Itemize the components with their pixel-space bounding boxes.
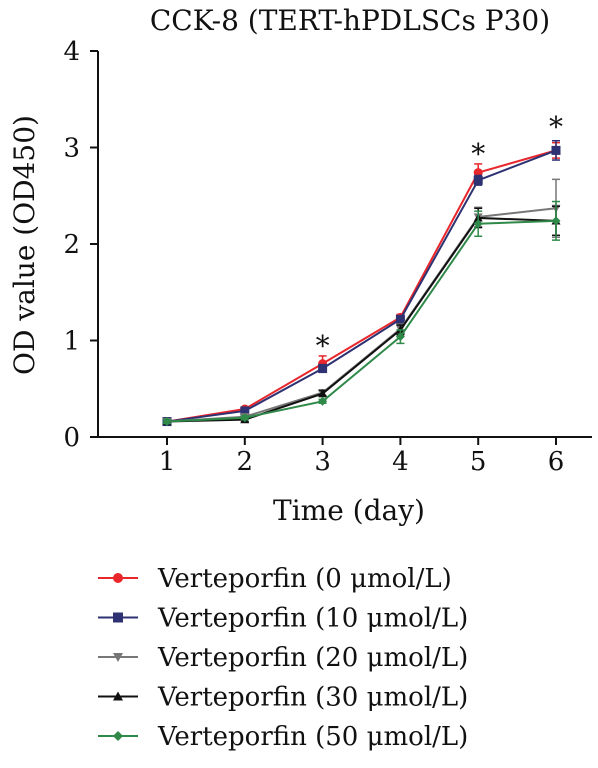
data-point bbox=[318, 363, 328, 373]
x-tick-label: 6 bbox=[548, 447, 565, 477]
data-point bbox=[551, 145, 561, 155]
data-point bbox=[113, 731, 123, 741]
x-tick-label: 4 bbox=[392, 447, 409, 477]
series-line bbox=[166, 207, 557, 423]
data-point bbox=[113, 691, 123, 701]
y-axis-label: OD value (OD450) bbox=[8, 115, 41, 375]
series-4 bbox=[162, 205, 561, 426]
y-tick-label: 3 bbox=[63, 134, 80, 164]
significance-marker: * bbox=[316, 330, 330, 363]
y-tick-label: 2 bbox=[63, 230, 80, 260]
series-line bbox=[166, 219, 557, 423]
x-tick-label: 5 bbox=[470, 447, 487, 477]
legend-item: Verteporfin (10 μmol/L) bbox=[98, 604, 468, 634]
legend-item: Verteporfin (30 μmol/L) bbox=[98, 683, 468, 713]
x-tick-label: 1 bbox=[159, 447, 176, 477]
data-point bbox=[473, 219, 483, 229]
data-point bbox=[395, 332, 405, 342]
y-tick-label: 0 bbox=[63, 423, 80, 453]
axes: 0 1 2 3 4 1 2 3 4 5 6 bbox=[63, 37, 592, 477]
x-tick-label: 2 bbox=[237, 447, 254, 477]
legend-label: Verteporfin (50 μmol/L) bbox=[157, 722, 468, 752]
legend-label: Verteporfin (10 μmol/L) bbox=[157, 604, 468, 634]
series-3 bbox=[162, 178, 561, 427]
legend-item: Verteporfin (0 μmol/L) bbox=[98, 564, 452, 594]
series-1 bbox=[162, 141, 561, 427]
legend-item: Verteporfin (50 μmol/L) bbox=[98, 722, 468, 752]
data-point bbox=[395, 314, 405, 324]
chart-title: CCK-8 (TERT-hPDLSCs P30) bbox=[150, 4, 550, 37]
legend-label: Verteporfin (30 μmol/L) bbox=[157, 683, 468, 713]
data-point bbox=[318, 396, 328, 406]
data-point bbox=[240, 413, 250, 423]
data-point bbox=[240, 406, 250, 416]
series-line bbox=[166, 149, 557, 423]
legend-label: Verteporfin (20 μmol/L) bbox=[157, 643, 468, 673]
data-point bbox=[113, 653, 123, 662]
y-tick-label: 4 bbox=[63, 37, 80, 67]
significance-marker: * bbox=[549, 111, 563, 144]
data-point bbox=[162, 417, 172, 427]
significance-marker: * bbox=[471, 138, 485, 171]
data-point bbox=[318, 389, 328, 398]
data-point bbox=[113, 573, 123, 583]
data-point bbox=[551, 216, 561, 226]
series-layer bbox=[162, 139, 561, 427]
y-tick-label: 1 bbox=[63, 327, 80, 357]
x-axis-label: Time (day) bbox=[273, 494, 425, 527]
data-point bbox=[473, 175, 483, 185]
series-line bbox=[166, 149, 557, 423]
legend: Verteporfin (0 μmol/L) Verteporfin (10 μm… bbox=[98, 564, 468, 752]
legend-item: Verteporfin (20 μmol/L) bbox=[98, 643, 468, 673]
data-point bbox=[113, 612, 123, 623]
series-2 bbox=[162, 139, 561, 427]
series-line bbox=[166, 216, 557, 423]
x-tick-label: 3 bbox=[314, 447, 331, 477]
legend-label: Verteporfin (0 μmol/L) bbox=[157, 564, 452, 594]
series-5 bbox=[162, 200, 561, 427]
annotations: * * * bbox=[316, 111, 563, 363]
